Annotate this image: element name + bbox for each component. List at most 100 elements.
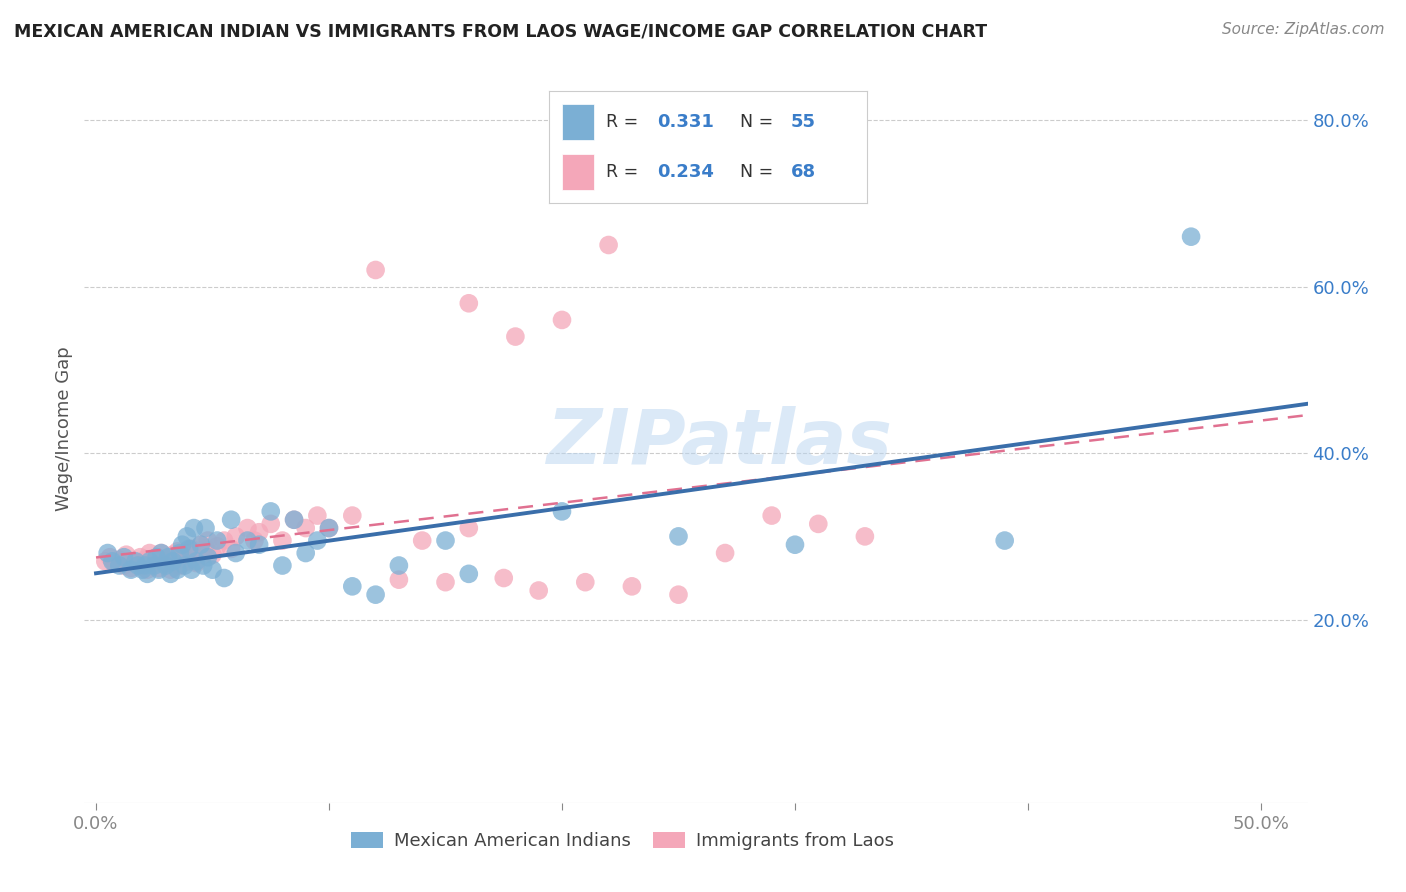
Point [155, 558, 177, 573]
Point [179, 554, 201, 568]
Point [247, 525, 270, 540]
Point [853, 529, 876, 543]
Point [194, 541, 217, 556]
Point [143, 556, 166, 570]
Point [219, 513, 242, 527]
Point [411, 533, 433, 548]
Point [183, 521, 205, 535]
Point [219, 541, 242, 556]
Point [492, 571, 515, 585]
Point [193, 548, 215, 562]
Point [994, 533, 1017, 548]
Point [205, 533, 228, 548]
Point [176, 546, 198, 560]
Point [294, 521, 316, 535]
Point [120, 561, 142, 575]
Point [101, 554, 124, 568]
Point [183, 550, 205, 565]
Point [112, 550, 135, 565]
Point [166, 544, 188, 558]
Point [434, 575, 457, 590]
Point [598, 238, 620, 252]
Legend: Mexican American Indians, Immigrants from Laos: Mexican American Indians, Immigrants fro… [343, 825, 901, 857]
Point [127, 558, 149, 573]
Point [283, 513, 305, 527]
Point [143, 558, 166, 573]
Point [364, 263, 387, 277]
Point [807, 516, 830, 531]
Point [145, 550, 167, 565]
Point [201, 548, 224, 562]
Point [225, 546, 247, 560]
Point [388, 573, 411, 587]
Point [148, 563, 170, 577]
Point [98, 550, 121, 565]
Point [150, 546, 173, 560]
Point [194, 521, 217, 535]
Point [668, 588, 690, 602]
Point [205, 540, 228, 554]
Point [243, 533, 266, 548]
Point [131, 558, 153, 573]
Point [212, 533, 235, 548]
Point [104, 556, 127, 570]
Point [783, 538, 806, 552]
Point [551, 313, 574, 327]
Point [197, 550, 219, 565]
Point [364, 588, 387, 602]
Point [260, 516, 283, 531]
Point [159, 563, 181, 577]
Point [112, 558, 135, 573]
Text: ZIPatlas: ZIPatlas [547, 406, 893, 480]
Point [197, 533, 219, 548]
Point [148, 561, 170, 575]
Point [115, 548, 138, 562]
Point [166, 563, 188, 577]
Point [668, 529, 690, 543]
Text: Source: ZipAtlas.com: Source: ZipAtlas.com [1222, 22, 1385, 37]
Y-axis label: Wage/Income Gap: Wage/Income Gap [55, 346, 73, 510]
Point [247, 538, 270, 552]
Point [176, 529, 198, 543]
Point [134, 558, 156, 573]
Point [457, 521, 479, 535]
Point [127, 556, 149, 570]
Point [134, 552, 156, 566]
Point [283, 513, 305, 527]
Point [138, 546, 160, 560]
Point [157, 550, 180, 565]
Text: MEXICAN AMERICAN INDIAN VS IMMIGRANTS FROM LAOS WAGE/INCOME GAP CORRELATION CHAR: MEXICAN AMERICAN INDIAN VS IMMIGRANTS FR… [14, 22, 987, 40]
Point [190, 538, 212, 552]
Point [155, 556, 177, 570]
Point [714, 546, 737, 560]
Point [318, 521, 340, 535]
Point [388, 558, 411, 573]
Point [145, 550, 167, 565]
Point [172, 538, 194, 552]
Point [162, 554, 184, 568]
Point [138, 554, 160, 568]
Point [169, 546, 191, 560]
Point [165, 554, 187, 568]
Point [186, 554, 208, 568]
Point [179, 541, 201, 556]
Point [342, 579, 364, 593]
Point [1180, 229, 1202, 244]
Point [342, 508, 364, 523]
Point [201, 563, 224, 577]
Point [620, 579, 643, 593]
Point [527, 583, 550, 598]
Point [150, 546, 173, 560]
Point [271, 558, 294, 573]
Point [271, 533, 294, 548]
Point [97, 546, 120, 560]
Point [225, 529, 247, 543]
Point [318, 521, 340, 535]
Point [505, 329, 527, 343]
Point [457, 566, 479, 581]
Point [108, 552, 131, 566]
Point [212, 571, 235, 585]
Point [122, 554, 145, 568]
Point [108, 558, 131, 573]
Point [761, 508, 783, 523]
